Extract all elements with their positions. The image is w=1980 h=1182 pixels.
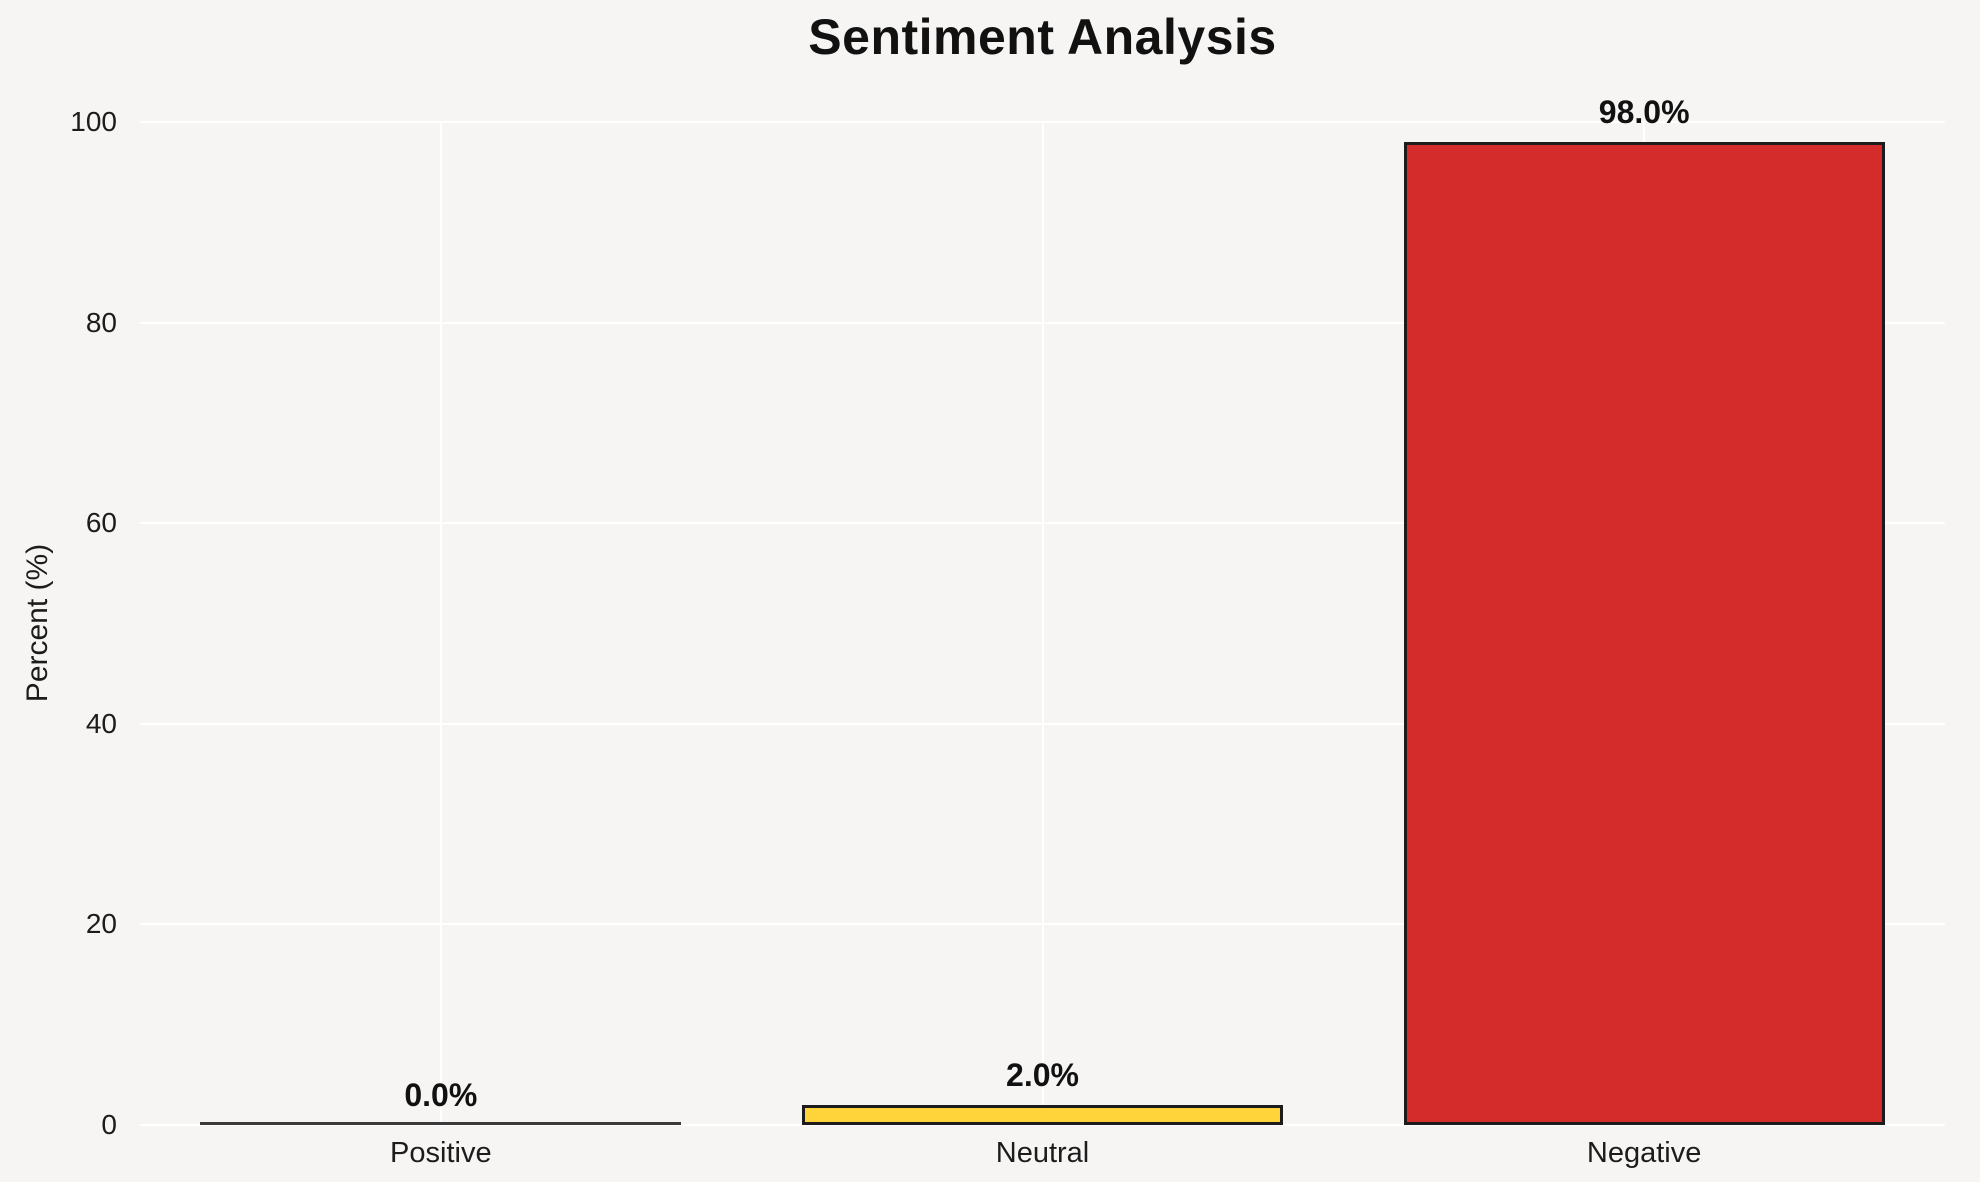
- bar-value-label-negative: 98.0%: [1598, 94, 1690, 131]
- x-tick-label-positive: Positive: [390, 1137, 492, 1169]
- gridline-vertical: [439, 122, 442, 1125]
- gridline-horizontal: [140, 1124, 1945, 1126]
- gridline-vertical: [1041, 122, 1044, 1125]
- y-axis-label: Percent (%): [21, 543, 54, 703]
- bar-negative: [1403, 142, 1885, 1125]
- y-tick-label: 60: [85, 507, 117, 539]
- y-tick-label: 80: [85, 306, 117, 338]
- bar-neutral: [801, 1104, 1284, 1125]
- x-tick-label-negative: Negative: [1586, 1137, 1702, 1169]
- y-tick-label: 40: [85, 707, 117, 739]
- chart-title: Sentiment Analysis: [808, 9, 1277, 65]
- bar-value-label-neutral: 2.0%: [1006, 1056, 1079, 1093]
- y-tick-label: 20: [85, 908, 117, 940]
- bar-positive: [200, 1122, 682, 1125]
- y-tick-label: 0: [101, 1109, 117, 1140]
- y-tick-label: 100: [70, 106, 117, 137]
- plot-area: 0 20 40 60 80 100 0.0% Positive 2.0% Neutral 98.0%…: [70, 94, 1945, 1169]
- bar-value-label-positive: 0.0%: [404, 1077, 478, 1113]
- x-tick-label-neutral: Neutral: [995, 1137, 1090, 1169]
